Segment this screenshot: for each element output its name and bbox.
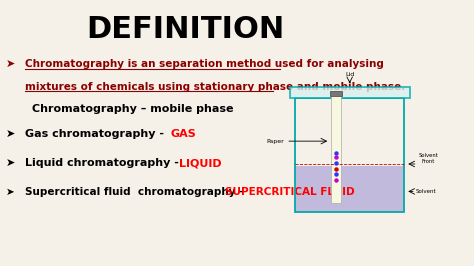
- Bar: [295, 98, 404, 212]
- Text: GAS: GAS: [170, 129, 196, 139]
- Text: Solvent: Solvent: [415, 189, 436, 194]
- Text: mixtures of chemicals using stationary phase and mobile phase.: mixtures of chemicals using stationary p…: [26, 82, 406, 92]
- Bar: [331, 92, 341, 203]
- Text: Paper: Paper: [266, 139, 284, 144]
- Text: ➤: ➤: [6, 158, 15, 168]
- Text: Liquid chromatography -: Liquid chromatography -: [26, 158, 183, 168]
- Text: ➤: ➤: [6, 59, 15, 69]
- Text: Chromatography – mobile phase: Chromatography – mobile phase: [32, 104, 234, 114]
- Text: Solvent
Front: Solvent Front: [419, 153, 438, 164]
- Text: Chromatography is an separation method used for analysing: Chromatography is an separation method u…: [26, 59, 384, 69]
- Text: LIQUID: LIQUID: [179, 158, 221, 168]
- Text: ➤: ➤: [6, 129, 15, 139]
- Text: Gas chromatography -: Gas chromatography -: [26, 129, 168, 139]
- Text: DEFINITION: DEFINITION: [86, 15, 284, 44]
- Bar: [290, 88, 410, 98]
- Text: ➤: ➤: [6, 187, 15, 197]
- Text: Supercritical fluid  chromatography –: Supercritical fluid chromatography –: [26, 187, 248, 197]
- Text: SUPERCRITICAL FLUID: SUPERCRITICAL FLUID: [225, 187, 355, 197]
- Bar: [330, 91, 342, 96]
- Bar: [295, 166, 404, 212]
- Text: Lid: Lid: [345, 72, 355, 77]
